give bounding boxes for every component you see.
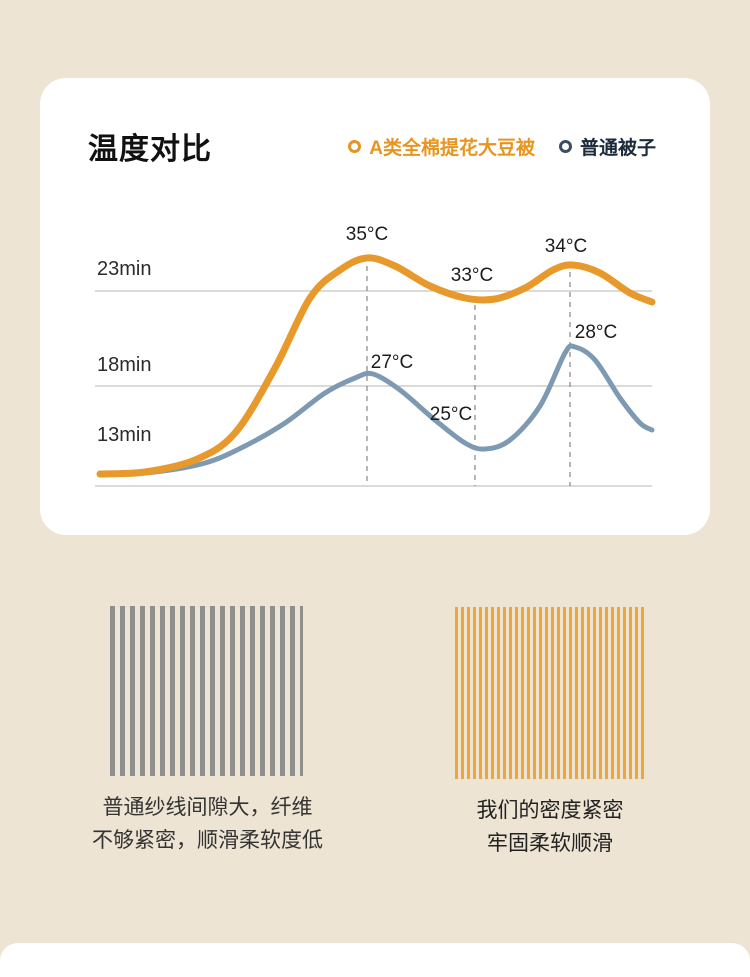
legend-item-ordinary-quilt: 普通被子 [558,133,656,160]
svg-text:25°C: 25°C [430,404,472,425]
chart-header: 温度对比 A类全棉提花大豆被 普通被子 [40,78,710,168]
our-yarn-texture [455,607,645,779]
legend-item-soybean-quilt: A类全棉提花大豆被 [348,133,535,160]
chart-legend: A类全棉提花大豆被 普通被子 [348,133,656,160]
svg-text:28°C: 28°C [575,322,617,343]
svg-text:33°C: 33°C [451,265,493,286]
legend-label: 普通被子 [579,137,656,159]
legend-ring-icon [348,139,362,153]
svg-text:18min: 18min [97,354,151,376]
ordinary-yarn-caption: 普通纱线间隙大，纤维 不够紧密，顺滑柔软度低 [70,792,345,857]
svg-text:35°C: 35°C [346,224,388,245]
temperature-comparison-card: 温度对比 A类全棉提花大豆被 普通被子 23min 18min 13min 35°C 3… [40,78,710,535]
svg-text:27°C: 27°C [371,352,413,373]
ordinary-yarn-texture [110,606,303,776]
legend-ring-icon [558,139,572,153]
svg-text:13min: 13min [97,424,151,446]
legend-label: A类全棉提花大豆被 [369,137,535,159]
caption-line: 不够紧密，顺滑柔软度低 [92,828,323,852]
caption-line: 我们的密度紧密 [476,799,624,822]
our-yarn-caption: 我们的密度紧密 牢固柔软顺滑 [415,795,685,860]
temperature-line-chart: 23min 18min 13min 35°C 33°C 34°C 27°C 25°C 28°C [95,224,656,487]
chart-title: 温度对比 [88,133,212,166]
caption-line: 普通纱线间隙大，纤维 [102,796,313,819]
caption-line: 牢固柔软顺滑 [487,831,613,855]
svg-text:23min: 23min [97,258,151,280]
next-section-edge [0,943,750,977]
svg-text:34°C: 34°C [545,236,587,257]
